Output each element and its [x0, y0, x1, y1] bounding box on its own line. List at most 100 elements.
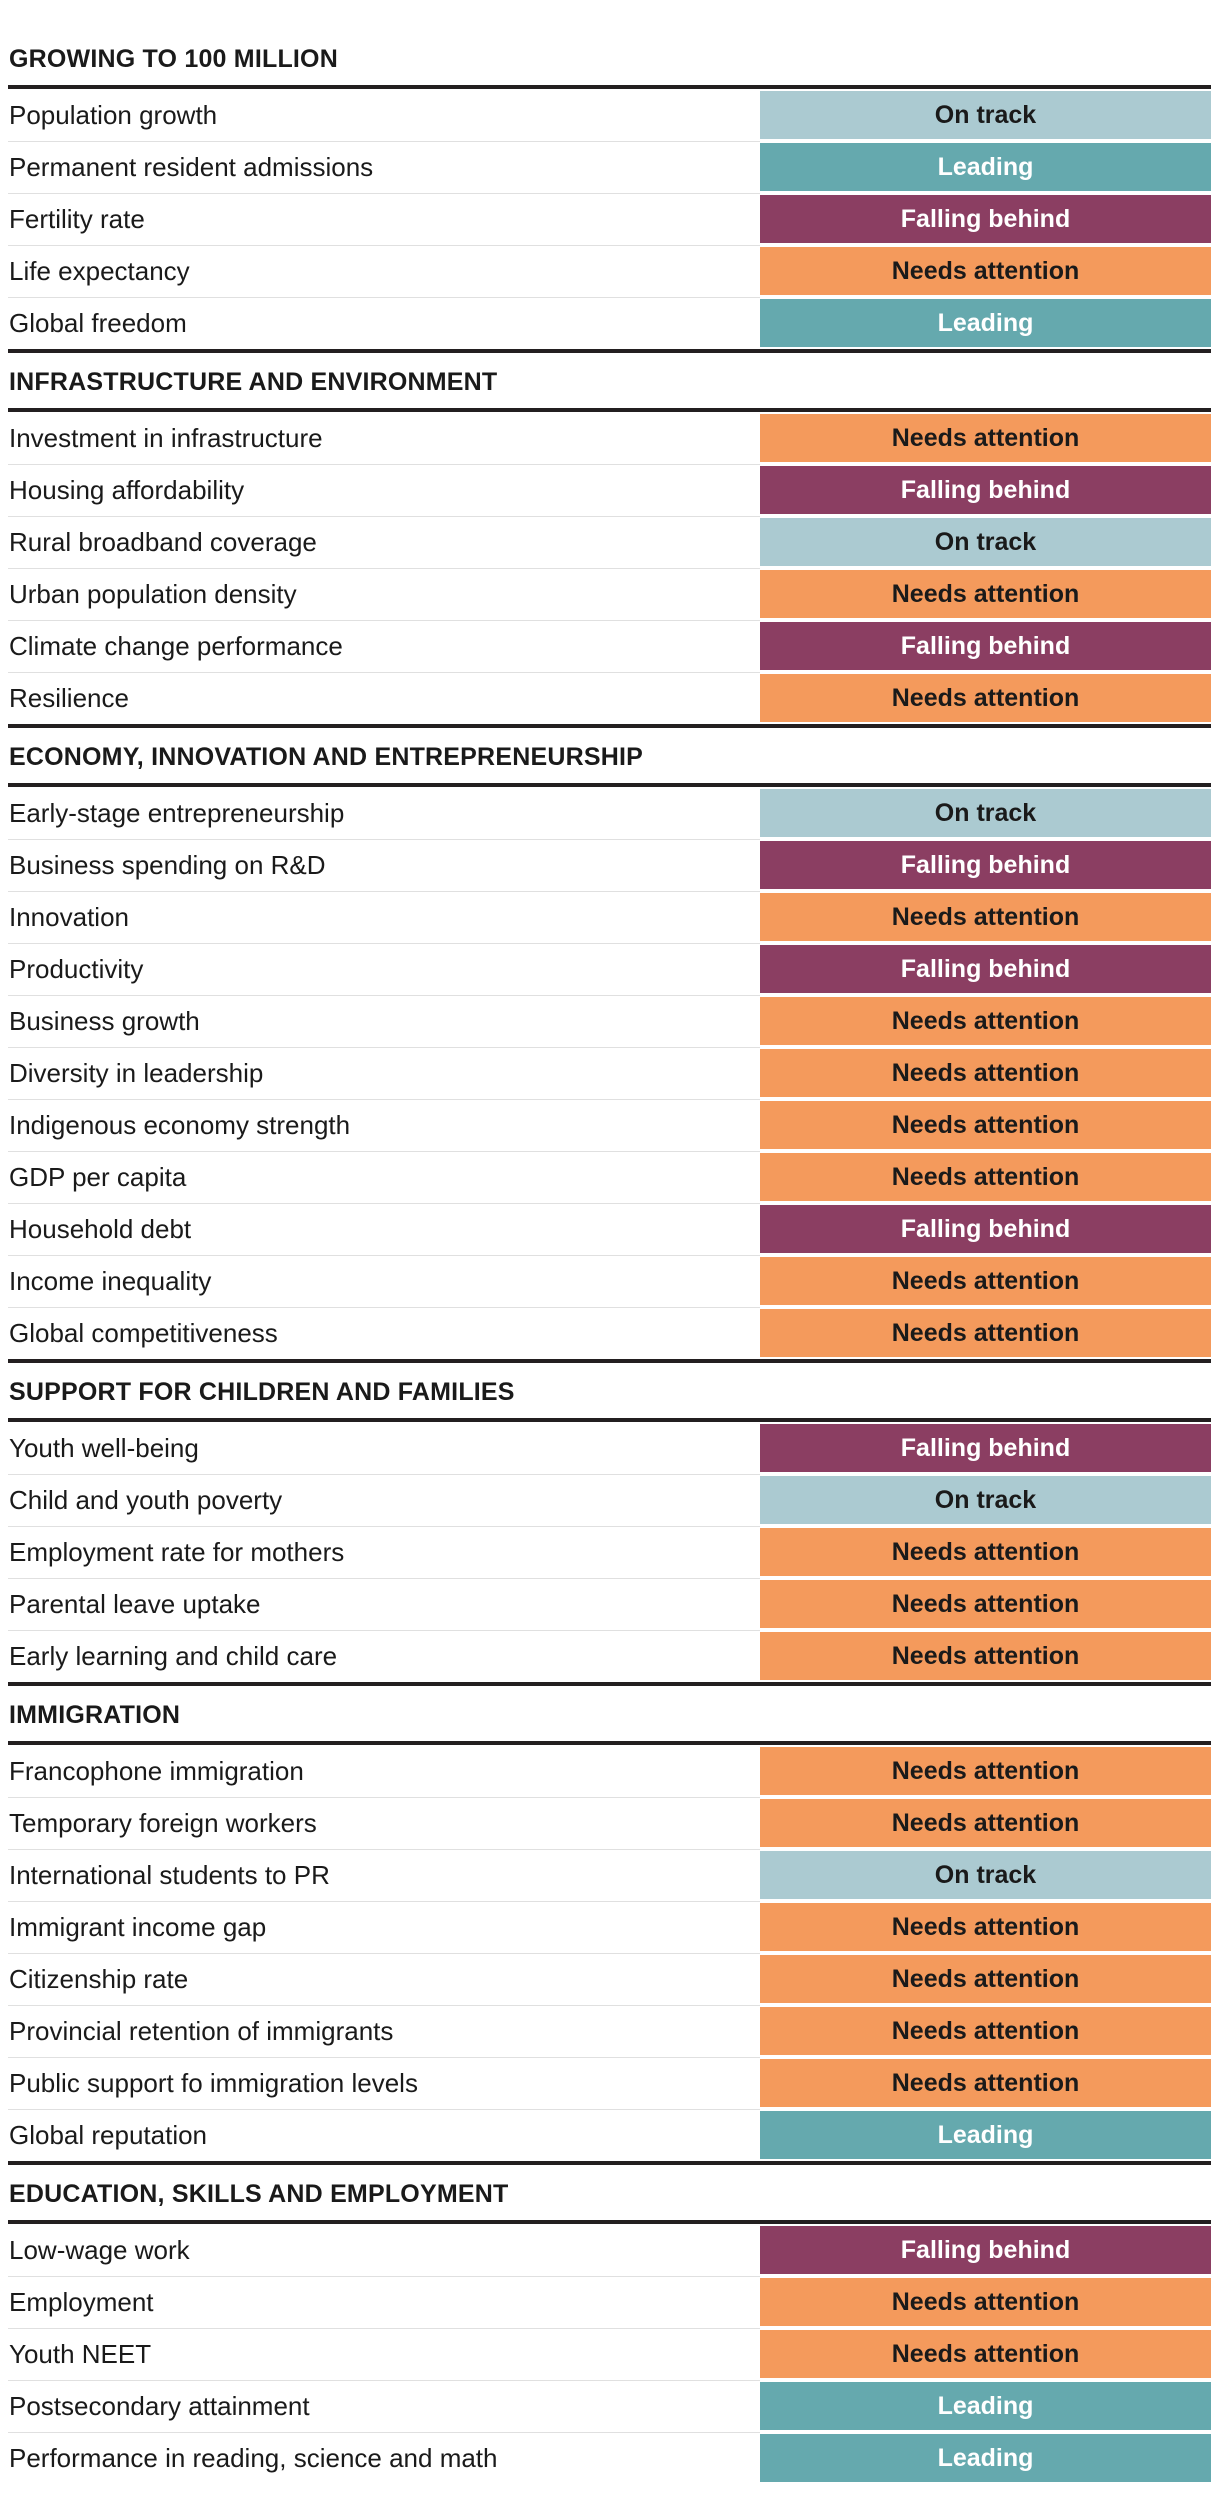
table-row: Urban population density Needs attention: [8, 568, 1211, 620]
status-cell: Needs attention: [760, 1151, 1211, 1203]
section-rows: Youth well-being Falling behind Child an…: [8, 1422, 1211, 1686]
status-badge: Needs attention: [760, 1632, 1211, 1680]
status-cell: Needs attention: [760, 1255, 1211, 1307]
table-row: Immigrant income gap Needs attention: [8, 1901, 1211, 1953]
table-row: Population growth On track: [8, 89, 1211, 141]
status-cell: Leading: [760, 2432, 1211, 2484]
status-badge: Needs attention: [760, 247, 1211, 295]
table-row: Innovation Needs attention: [8, 891, 1211, 943]
indicator-label: Innovation: [8, 891, 760, 943]
indicator-label: Climate change performance: [8, 620, 760, 672]
status-badge: Falling behind: [760, 195, 1211, 243]
table-row: Permanent resident admissions Leading: [8, 141, 1211, 193]
indicator-label: Low-wage work: [9, 2234, 190, 2265]
status-badge: Needs attention: [760, 1903, 1211, 1951]
status-badge: Needs attention: [760, 1580, 1211, 1628]
section-title: IMMIGRATION: [8, 1686, 1211, 1745]
indicator-label: Global freedom: [8, 297, 760, 349]
indicator-label: Early-stage entrepreneurship: [9, 797, 345, 828]
status-cell: Needs attention: [760, 1578, 1211, 1630]
indicator-label: Youth well-being: [9, 1432, 199, 1463]
indicator-label: Life expectancy: [8, 245, 760, 297]
status-cell: Needs attention: [760, 1953, 1211, 2005]
status-cell: Needs attention: [760, 672, 1211, 724]
status-badge: Leading: [760, 2111, 1211, 2159]
table-row: Temporary foreign workers Needs attentio…: [8, 1797, 1211, 1849]
table-row: Youth NEET Needs attention: [8, 2328, 1211, 2380]
table-row: Business spending on R&D Falling behind: [8, 839, 1211, 891]
status-cell: On track: [760, 89, 1211, 141]
table-row: Francophone immigration Needs attention: [8, 1745, 1211, 1797]
status-badge: Needs attention: [760, 2007, 1211, 2055]
indicator-label: Indigenous economy strength: [8, 1099, 760, 1151]
status-badge: Falling behind: [760, 466, 1211, 514]
table-row: Productivity Falling behind: [8, 943, 1211, 995]
status-badge: Needs attention: [760, 1153, 1211, 1201]
status-badge: Needs attention: [760, 1528, 1211, 1576]
status-cell: On track: [760, 516, 1211, 568]
table-row: Youth well-being Falling behind: [8, 1422, 1211, 1474]
indicator-label: Public support fo immigration levels: [8, 2057, 760, 2109]
indicator-label: Immigrant income gap: [8, 1901, 760, 1953]
status-scorecard-table: GROWING TO 100 MILLION Population growth…: [8, 30, 1211, 2484]
scorecard-section: SUPPORT FOR CHILDREN AND FAMILIES Youth …: [8, 1363, 1211, 1686]
table-row: Provincial retention of immigrants Needs…: [8, 2005, 1211, 2057]
table-row: Resilience Needs attention: [8, 672, 1211, 724]
status-badge: Needs attention: [760, 1101, 1211, 1149]
indicator-label: Youth NEET: [8, 2328, 760, 2380]
status-badge: Needs attention: [760, 2059, 1211, 2107]
status-cell: Needs attention: [760, 245, 1211, 297]
table-row: Income inequality Needs attention: [8, 1255, 1211, 1307]
status-cell: Needs attention: [760, 1307, 1211, 1359]
status-cell: Needs attention: [760, 995, 1211, 1047]
status-badge: Needs attention: [760, 893, 1211, 941]
status-cell: Needs attention: [760, 1745, 1211, 1797]
status-cell: On track: [760, 1474, 1211, 1526]
scorecard-section: INFRASTRUCTURE AND ENVIRONMENT Investmen…: [8, 353, 1211, 728]
status-badge: On track: [760, 1851, 1211, 1899]
status-badge: On track: [760, 1476, 1211, 1524]
status-badge: Leading: [760, 143, 1211, 191]
indicator-label: Global competitiveness: [8, 1307, 760, 1359]
scorecard-section: ECONOMY, INNOVATION AND ENTREPRENEURSHIP…: [8, 728, 1211, 1363]
section-rows: Francophone immigration Needs attention …: [8, 1745, 1211, 2165]
indicator-label: Urban population density: [8, 568, 760, 620]
indicator-label: Early learning and child care: [8, 1630, 760, 1682]
table-row: Fertility rate Falling behind: [8, 193, 1211, 245]
indicator-label: Child and youth poverty: [8, 1474, 760, 1526]
status-badge: Falling behind: [760, 2226, 1211, 2274]
indicator-label: Citizenship rate: [8, 1953, 760, 2005]
indicator-label: GDP per capita: [8, 1151, 760, 1203]
status-badge: On track: [760, 518, 1211, 566]
status-badge: On track: [760, 789, 1211, 837]
status-badge: Needs attention: [760, 1955, 1211, 2003]
status-badge: Falling behind: [760, 1424, 1211, 1472]
status-cell: Needs attention: [760, 1526, 1211, 1578]
status-cell: Needs attention: [760, 891, 1211, 943]
scorecard-section: IMMIGRATION Francophone immigration Need…: [8, 1686, 1211, 2165]
status-badge: Needs attention: [760, 1049, 1211, 1097]
table-row: Early learning and child care Needs atte…: [8, 1630, 1211, 1682]
status-cell: Needs attention: [760, 2276, 1211, 2328]
status-cell: Falling behind: [760, 1422, 1211, 1474]
indicator-label: Fertility rate: [8, 193, 760, 245]
status-badge: Leading: [760, 2434, 1211, 2482]
status-cell: Leading: [760, 2109, 1211, 2161]
section-title: GROWING TO 100 MILLION: [8, 30, 1211, 89]
status-cell: Needs attention: [760, 1797, 1211, 1849]
status-badge: Needs attention: [760, 1799, 1211, 1847]
table-row: Global reputation Leading: [8, 2109, 1211, 2161]
section-title: SUPPORT FOR CHILDREN AND FAMILIES: [8, 1363, 1211, 1422]
table-row: Business growth Needs attention: [8, 995, 1211, 1047]
table-row: Child and youth poverty On track: [8, 1474, 1211, 1526]
status-badge: Leading: [760, 2382, 1211, 2430]
section-rows: Population growth On track Permanent res…: [8, 89, 1211, 353]
table-row: Parental leave uptake Needs attention: [8, 1578, 1211, 1630]
status-cell: Needs attention: [760, 2005, 1211, 2057]
status-cell: Needs attention: [760, 1099, 1211, 1151]
indicator-label: Business growth: [8, 995, 760, 1047]
status-badge: Needs attention: [760, 674, 1211, 722]
status-cell: Falling behind: [760, 620, 1211, 672]
table-row: Household debt Falling behind: [8, 1203, 1211, 1255]
status-badge: Leading: [760, 299, 1211, 347]
